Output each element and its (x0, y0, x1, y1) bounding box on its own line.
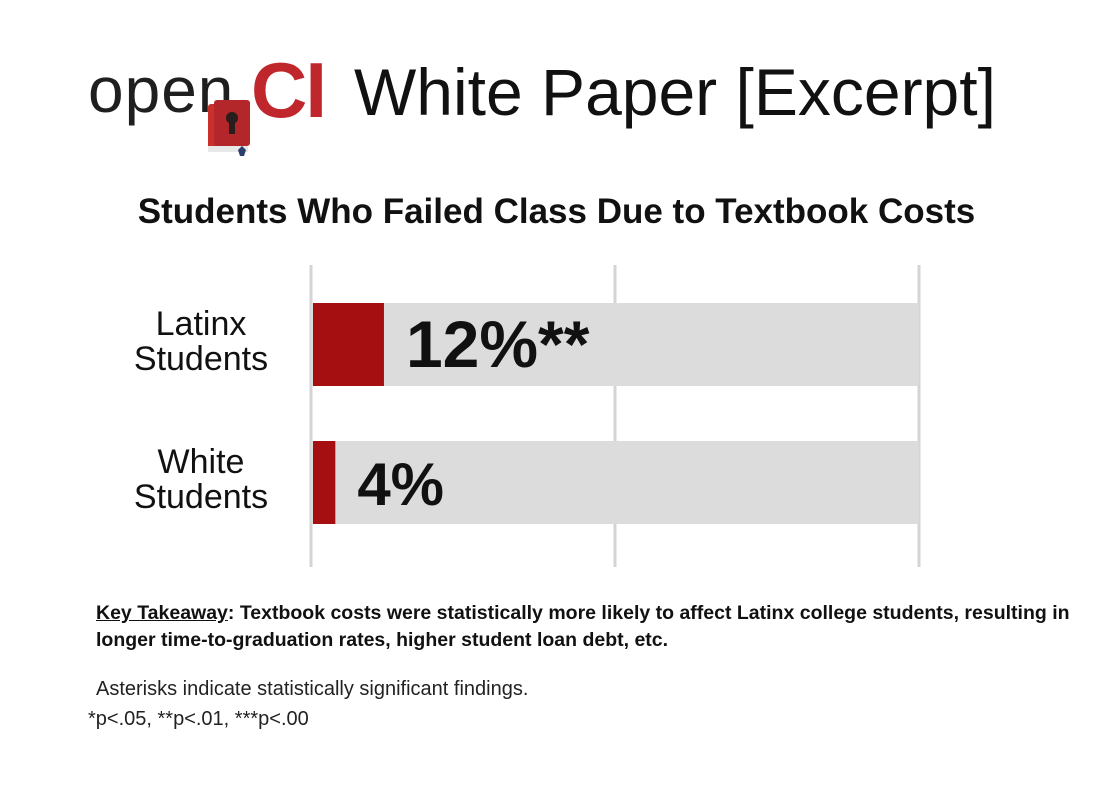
category-label: White Students (134, 443, 268, 516)
chart-title: Students Who Failed Class Due to Textboo… (137, 192, 976, 231)
key-takeaway-text: : Textbook costs were statistically more… (96, 602, 1070, 651)
category-label: Latinx Students (134, 305, 268, 378)
header: open CI White Paper [Excerpt] (88, 46, 1048, 162)
book-lock-icon (208, 100, 250, 156)
significance-note: Asterisks indicate statistically signifi… (96, 678, 529, 700)
bar-chart: Latinx Students 12%** White Students 4% (134, 265, 921, 567)
data-label: 12%** (406, 307, 590, 381)
logo-accent: CI (251, 46, 327, 134)
bar (313, 303, 384, 386)
paper-title: White Paper [Excerpt] (354, 55, 996, 129)
key-takeaway-label: Key Takeaway (96, 602, 228, 624)
data-label: 4% (357, 451, 444, 518)
bar (313, 441, 336, 524)
bar-track (311, 303, 919, 386)
p-value-legend: *p<.05, **p<.01, ***p<.00 (88, 708, 309, 730)
bar-track (311, 441, 919, 524)
key-takeaway: Key Takeaway: Textbook costs were statis… (96, 600, 1076, 654)
